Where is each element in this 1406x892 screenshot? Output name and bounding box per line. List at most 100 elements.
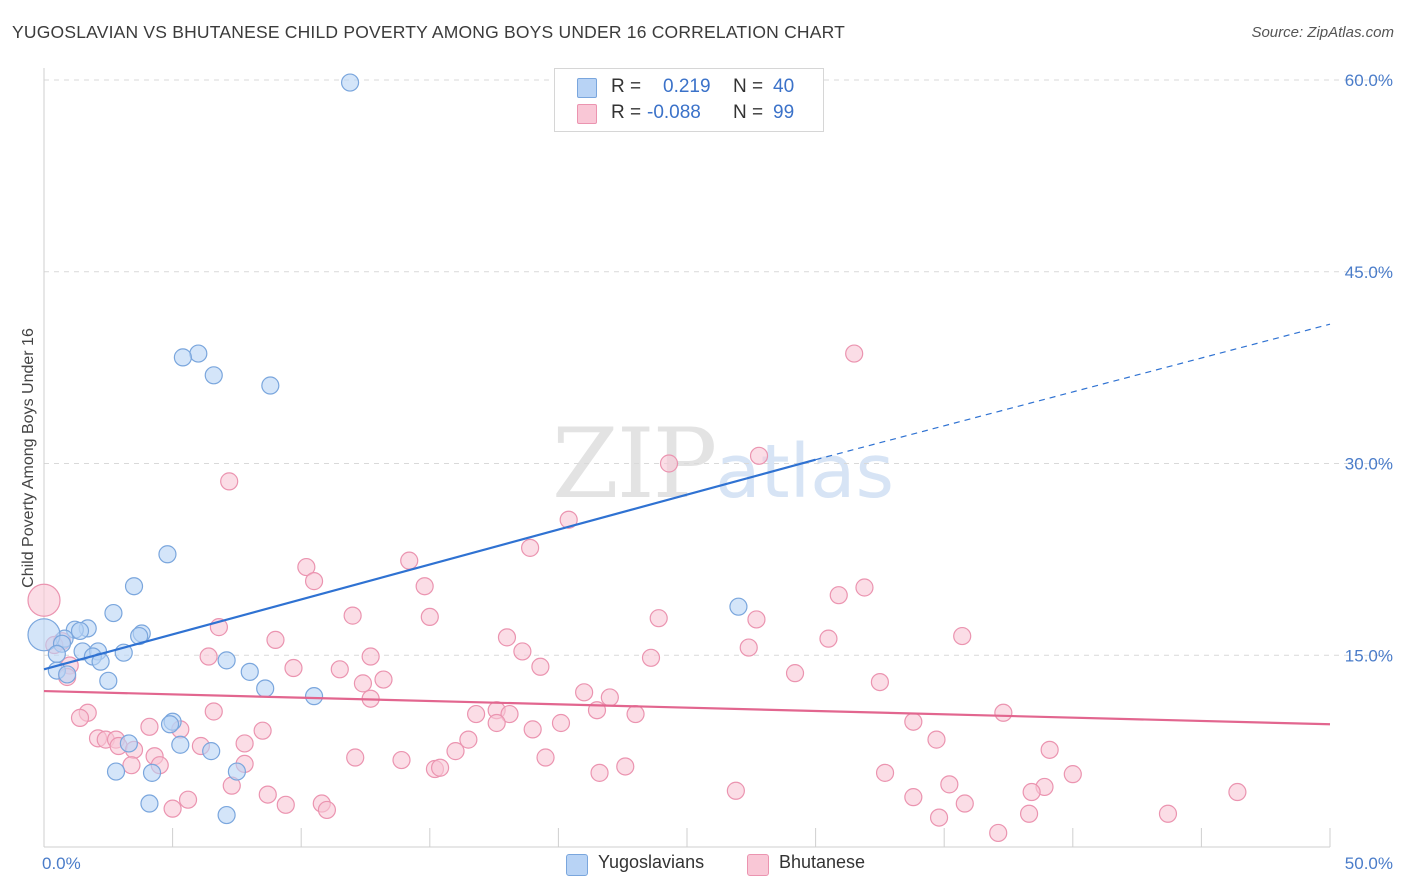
bhutanese-trend-line <box>43 689 1331 726</box>
stats-r-label: R = <box>611 102 642 123</box>
bhutanese-point <box>204 702 223 721</box>
bhutanese-point <box>361 647 380 666</box>
yugoslavian-point <box>171 735 190 754</box>
bhutanese-point <box>430 758 450 777</box>
yugoslavian-point <box>158 545 177 564</box>
legend-swatch-pink <box>747 854 769 876</box>
bhutanese-point <box>953 626 972 646</box>
bhutanese-point <box>551 713 571 733</box>
bhutanese-point <box>446 742 465 761</box>
yugoslavian-point <box>202 742 221 761</box>
bhutanese-point <box>297 557 316 577</box>
bhutanese-point <box>870 672 890 692</box>
legend-label: Yugoslavians <box>598 852 705 872</box>
bhutanese-point <box>1228 782 1247 802</box>
source-credit: Source: ZipAtlas.com <box>1251 24 1394 41</box>
bhutanese-point <box>521 538 540 557</box>
stats-swatch-blue <box>577 78 597 98</box>
bhutanese-point <box>785 664 805 683</box>
yugoslavian-point <box>204 366 223 385</box>
yugoslavian-point <box>124 577 144 596</box>
bhutanese-point <box>927 730 946 749</box>
bhutanese-point <box>346 748 365 767</box>
yugoslavian-point <box>240 662 259 681</box>
bhutanese-point <box>235 734 254 753</box>
watermark: ZIPatlas <box>552 408 894 520</box>
bhutanese-point <box>855 578 874 597</box>
bhutanese-point <box>845 344 864 363</box>
bhutanese-point <box>1019 804 1039 823</box>
yugoslavian-trend-extension <box>815 323 1331 461</box>
yugoslavian-point <box>70 621 90 641</box>
bhutanese-point <box>199 647 218 666</box>
x-tick-label: 0.0% <box>42 854 81 873</box>
stats-n-value: 99 <box>773 102 795 123</box>
bhutanese-point <box>253 721 272 740</box>
bhutanese-point <box>276 795 295 814</box>
bhutanese-point <box>487 713 506 733</box>
stats-n-label: N = <box>733 102 764 123</box>
bhutanese-point <box>220 472 239 491</box>
bhutanese-point <box>459 730 478 749</box>
legend-label: Bhutanese <box>779 852 866 872</box>
bhutanese-point <box>929 808 949 827</box>
yugoslavian-point <box>173 348 192 367</box>
stats-swatch-pink <box>577 104 597 124</box>
bhutanese-point <box>989 823 1008 843</box>
bhutanese-point <box>590 763 609 782</box>
bhutanese-point <box>819 629 838 648</box>
bhutanese-point <box>575 683 594 702</box>
bhutanese-point <box>616 757 635 776</box>
bhutanese-point <box>523 720 542 739</box>
yugoslavian-point <box>140 794 159 813</box>
bhutanese-point <box>513 642 532 661</box>
stats-n-value: 40 <box>773 76 795 97</box>
correlation-stats-box: R = 0.219 N = 40 R = -0.088 N = 99 <box>554 68 824 132</box>
bhutanese-point <box>829 586 848 605</box>
y-tick-label: 45.0% <box>1345 263 1393 282</box>
bhutanese-point <box>904 712 923 731</box>
bhutanese-point <box>353 674 373 693</box>
bhutanese-point <box>875 763 895 782</box>
bhutanese-point <box>1040 740 1059 759</box>
legend-swatch-blue <box>566 854 588 876</box>
bhutanese-point <box>500 704 519 724</box>
bhutanese-point <box>559 510 578 529</box>
bhutanese-point <box>739 638 758 657</box>
bhutanese-point <box>641 648 661 667</box>
bhutanese-point <box>163 799 182 818</box>
bhutanese-point <box>284 658 303 678</box>
bhutanese-point <box>266 630 285 650</box>
yugoslavian-point <box>99 671 118 690</box>
yugoslavian-point <box>58 665 77 684</box>
yugoslavian-point <box>47 644 66 664</box>
stats-n-label: N = <box>733 76 764 97</box>
chart-title: YUGOSLAVIAN VS BHUTANESE CHILD POVERTY A… <box>12 22 846 42</box>
bhutanese-point <box>940 775 959 794</box>
bhutanese-point <box>392 750 411 770</box>
bhutanese-point <box>1022 782 1041 802</box>
bhutanese-point <box>747 610 766 629</box>
bhutanese-point <box>258 785 277 804</box>
bhutanese-point <box>955 794 974 813</box>
bhutanese-point <box>659 454 679 473</box>
yugoslavian-point <box>729 597 748 616</box>
bhutanese-point <box>466 704 486 724</box>
bhutanese-point <box>420 607 439 627</box>
bhutanese-point <box>178 790 198 809</box>
bhutanese-point <box>304 572 324 591</box>
bhutanese-point <box>497 628 517 647</box>
chart-legend: Yugoslavians Bhutanese <box>0 852 1406 878</box>
yugoslavian-point <box>142 763 162 782</box>
bhutanese-point <box>994 703 1013 722</box>
bhutanese-point <box>27 583 61 617</box>
stats-r-value: -0.088 <box>647 102 701 123</box>
bhutanese-point <box>531 657 550 676</box>
bhutanese-point <box>1063 765 1082 784</box>
bhutanese-point <box>330 660 349 679</box>
watermark-atlas: atlas <box>715 429 895 515</box>
bhutanese-point <box>317 800 337 820</box>
bhutanese-point <box>600 688 619 707</box>
bhutanese-point <box>400 551 419 570</box>
bhutanese-point <box>626 704 645 724</box>
